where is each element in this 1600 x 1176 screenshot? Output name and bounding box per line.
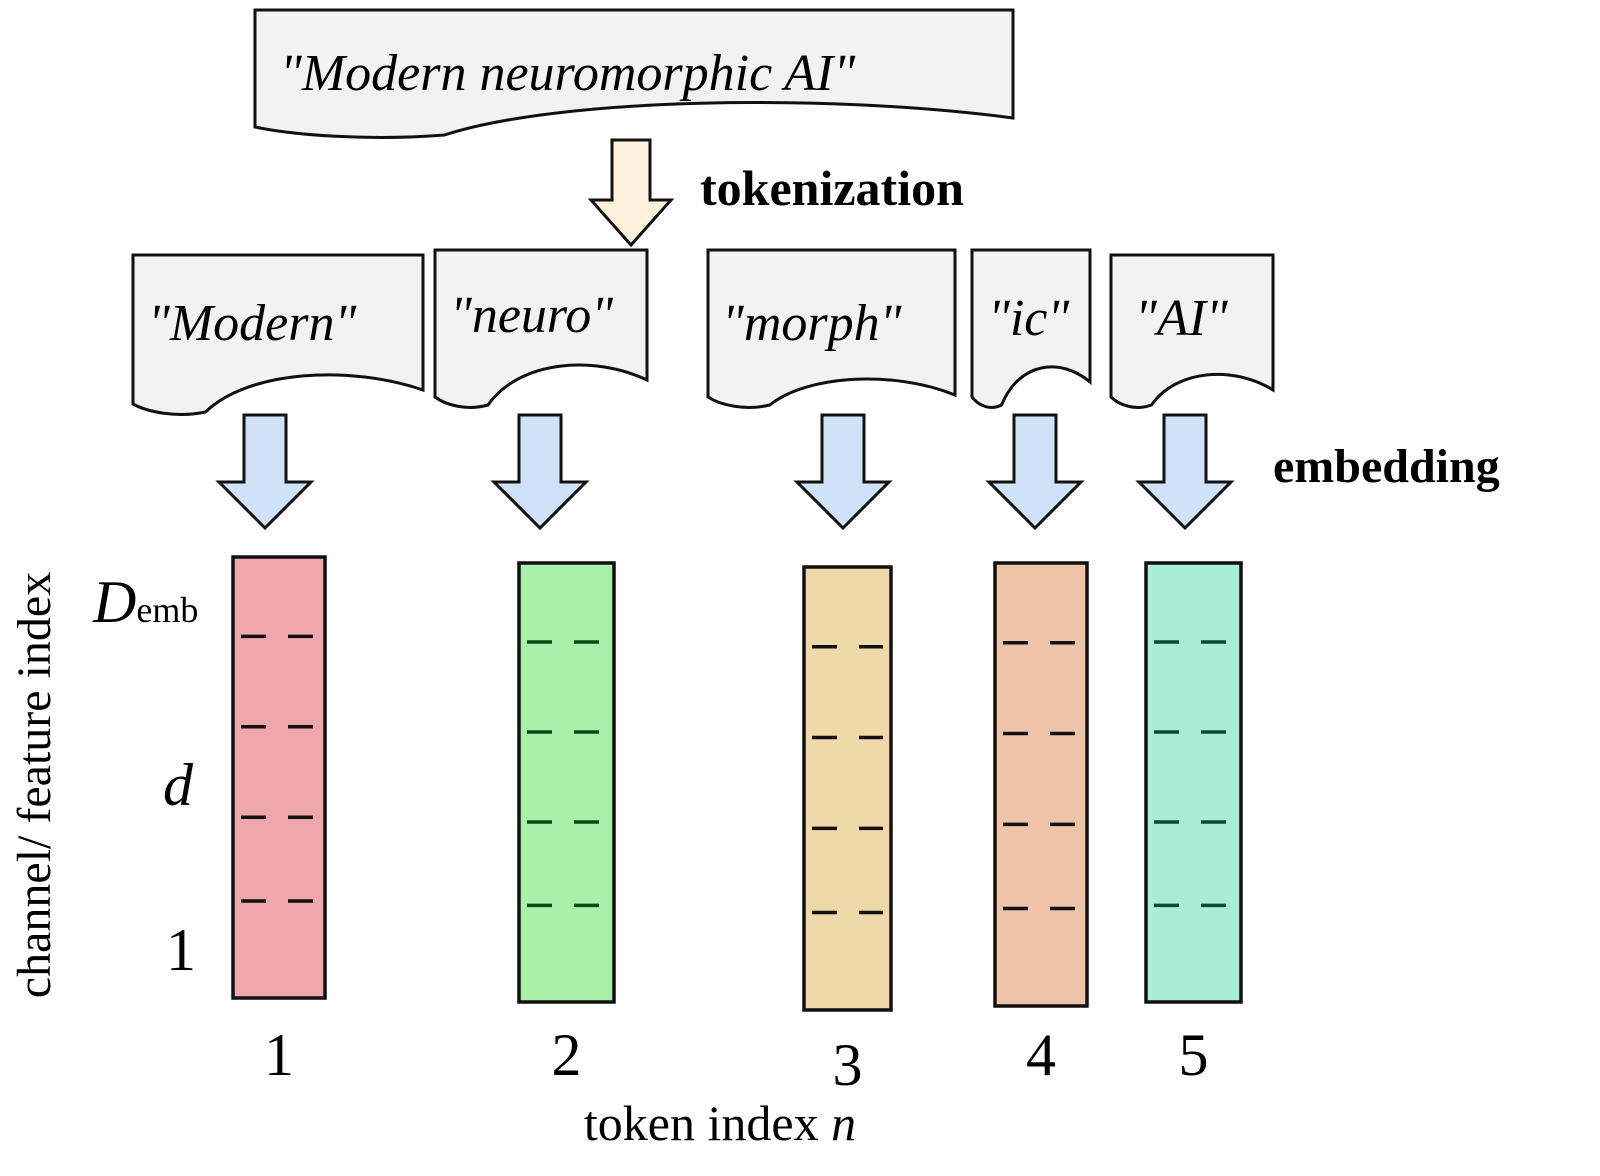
embedding-arrow (490, 413, 590, 531)
y-tick-demb: Demb (92, 569, 198, 635)
source-text: "Modern neuromorphic AI" (280, 45, 856, 102)
embedding-vector (1144, 561, 1243, 1004)
embedding-arrow (985, 413, 1085, 531)
token-text: "Modern" (148, 295, 357, 352)
x-axis-label-text: token index (584, 1095, 831, 1151)
token-document (970, 248, 1092, 409)
token-document (433, 248, 649, 409)
token-index-label: 2 (552, 1022, 582, 1088)
token-index-label: 4 (1026, 1022, 1056, 1088)
token-index-label: 5 (1179, 1022, 1209, 1088)
tokenization-arrow (587, 138, 675, 248)
token-text: "morph" (722, 295, 903, 352)
token-index-label: 3 (833, 1032, 863, 1098)
embedding-arrow (793, 413, 893, 531)
x-axis-label-var: n (831, 1095, 856, 1151)
source-text-document (253, 8, 1015, 139)
y-tick-1: 1 (166, 917, 196, 983)
embedding-vector (802, 565, 893, 1012)
tokenization-label: tokenization (700, 160, 964, 216)
embedding-vector (517, 561, 616, 1004)
y-tick-d: d (163, 752, 194, 818)
embedding-arrow (215, 413, 315, 531)
embedding-arrow (1135, 413, 1235, 531)
token-text: "AI" (1135, 290, 1229, 347)
token-text: "ic" (988, 290, 1070, 347)
y-axis-label: channel/ feature index (8, 572, 61, 998)
embedding-vector (231, 555, 327, 1000)
x-axis-label: token index n (584, 1095, 856, 1151)
token-index-label: 1 (264, 1022, 294, 1088)
embedding-label: embedding (1273, 440, 1500, 493)
y-tick-demb-sub: emb (136, 590, 198, 630)
token-document (131, 253, 425, 416)
embedding-vector (993, 561, 1089, 1008)
y-tick-demb-main: D (92, 569, 136, 635)
token-document (706, 248, 957, 409)
token-text: "neuro" (450, 287, 614, 344)
token-document (1109, 253, 1275, 409)
